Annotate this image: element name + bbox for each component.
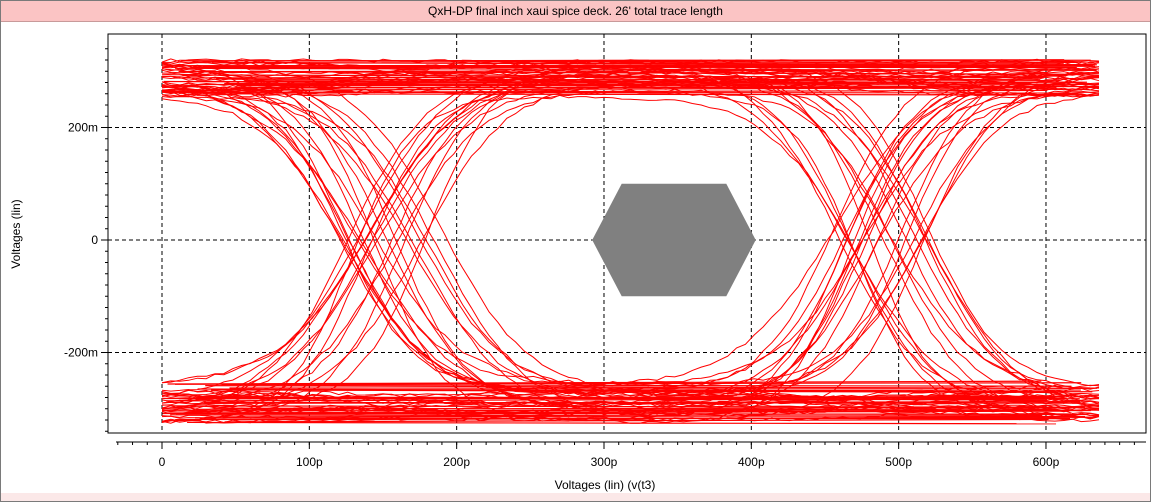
eye-trace [206, 397, 1067, 400]
eye-trace [166, 398, 1080, 402]
eye-trace [206, 65, 1044, 69]
eye-trace [161, 75, 1100, 418]
axes: 200m 0 -200m 0 100p 200p 300p 400p 500p 600p [64, 34, 1146, 469]
y-tick-label: 0 [91, 233, 98, 247]
x-tick-label: 0 [159, 455, 166, 469]
eye-trace [203, 401, 1080, 404]
x-tick-label: 300p [591, 455, 618, 469]
eye-trace [205, 385, 1093, 389]
eye-trace [182, 74, 1044, 79]
y-tick-label: 200m [68, 121, 98, 135]
eye-trace [223, 91, 1079, 94]
eye-trace [170, 414, 1086, 418]
x-axis-label: Voltages (lin) (v(t3) [555, 478, 656, 492]
eye-trace [162, 76, 1100, 394]
eye-trace [216, 78, 1046, 81]
window-title: QxH-DP final inch xaui spice deck. 26' t… [1, 1, 1150, 22]
x-tick-label: 400p [738, 455, 765, 469]
eye-mask [592, 183, 756, 297]
eye-trace [187, 421, 1057, 425]
eye-trace [191, 80, 1074, 83]
eye-trace [171, 405, 1085, 408]
eye-trace [164, 409, 1058, 412]
x-tick-label: 500p [885, 455, 912, 469]
eye-trace [249, 86, 1053, 89]
eye-trace [161, 88, 1100, 406]
eye-diagram-chart: 200m 0 -200m 0 100p 200p 300p 400p 500p 600p Volt… [9, 33, 1147, 492]
x-tick-label: 200p [443, 455, 470, 469]
eye-trace [173, 75, 1067, 79]
eye-trace [208, 93, 1098, 96]
eye-trace [161, 72, 1100, 418]
eye-trace [235, 61, 1042, 66]
eye-trace [178, 70, 1065, 75]
eye-trace [224, 418, 1049, 423]
y-axis-label: Voltages (lin) [9, 199, 23, 268]
x-tick-label: 100p [296, 455, 323, 469]
eye-traces [161, 58, 1100, 425]
y-tick-label: -200m [64, 346, 98, 360]
eye-trace [165, 409, 1091, 414]
eye-trace [196, 406, 1050, 410]
eye-trace [174, 382, 1082, 385]
eye-trace [221, 384, 1072, 387]
status-strip [1, 493, 1150, 501]
eye-trace [181, 60, 1077, 63]
eye-trace [195, 417, 1071, 420]
eye-trace [161, 94, 1100, 422]
x-tick-label: 600p [1033, 455, 1060, 469]
